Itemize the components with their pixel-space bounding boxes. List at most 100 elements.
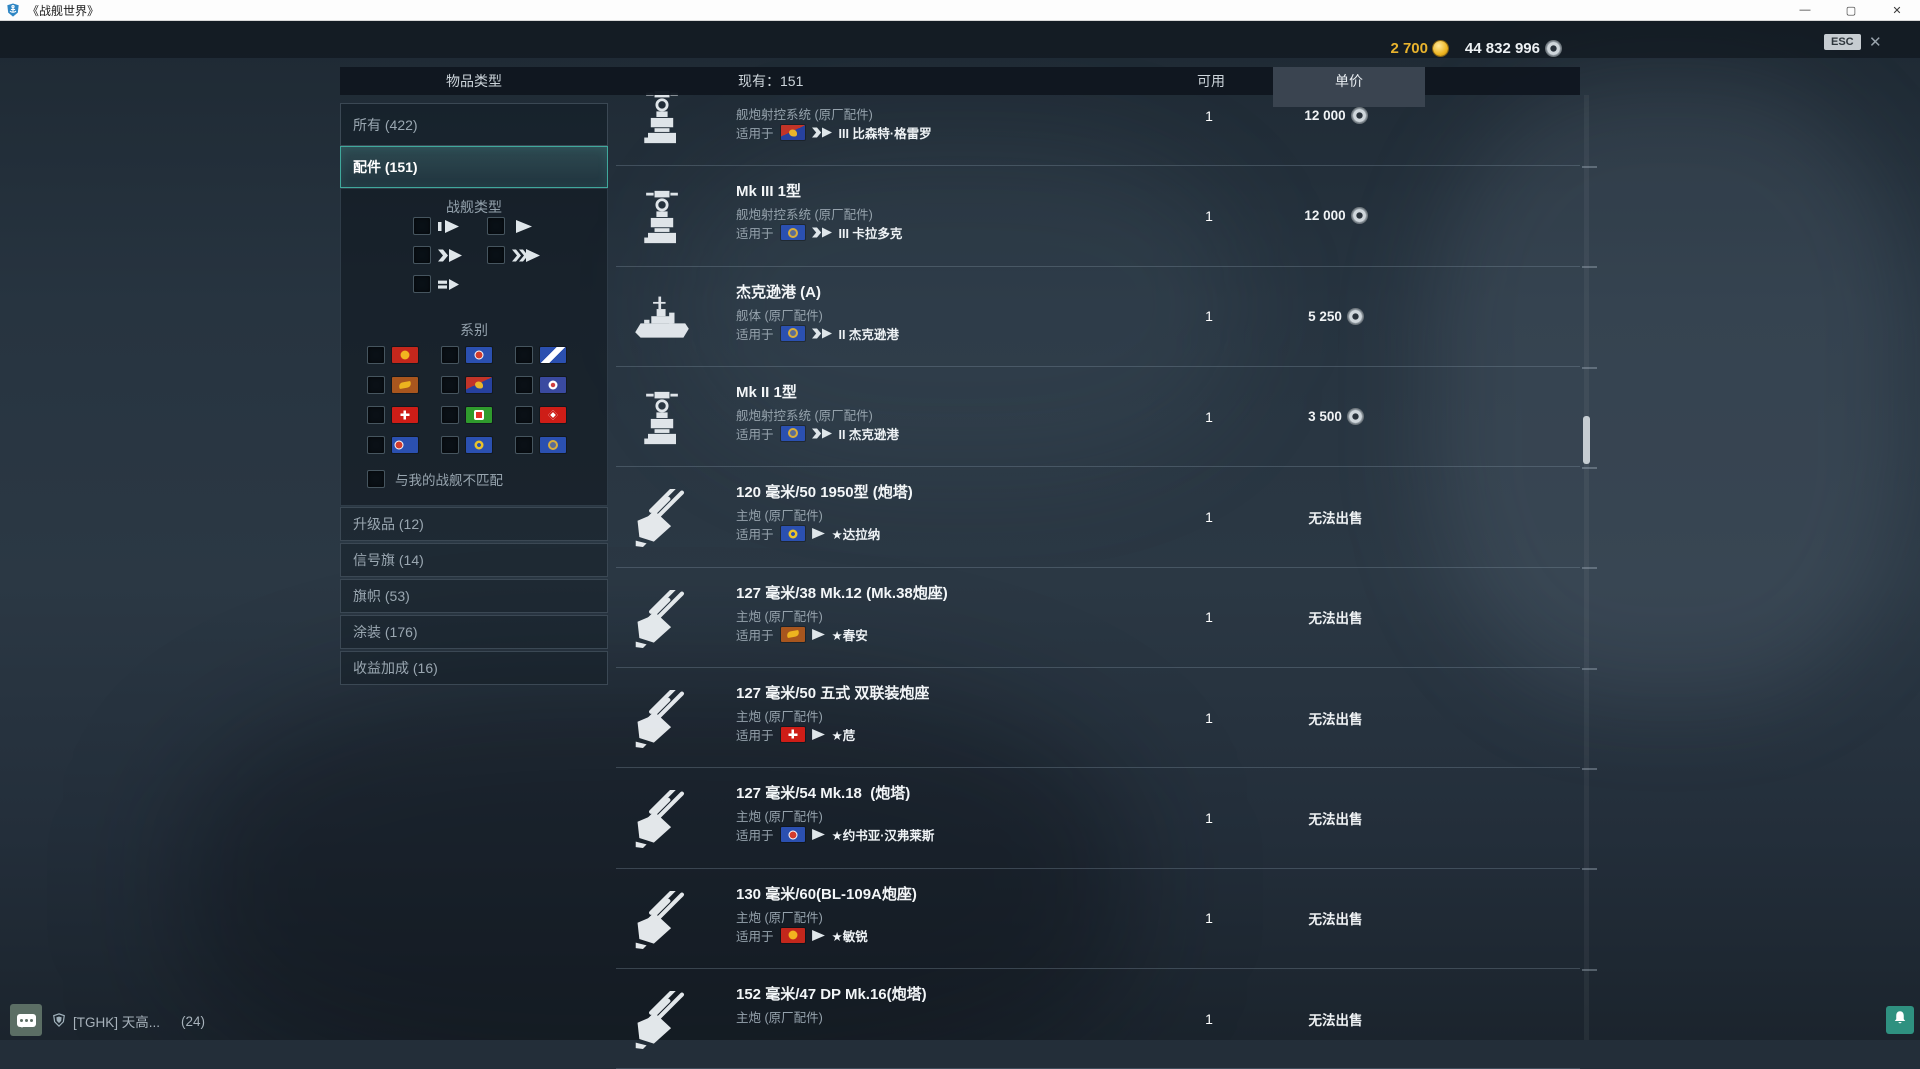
ship-name: II 杰克逊港 [838, 327, 899, 342]
item-quantity: 1 [1205, 408, 1213, 425]
checkbox[interactable] [413, 217, 431, 235]
destroyer-icon [512, 219, 534, 233]
sidebar-category[interactable]: 升级品 (12) [340, 507, 608, 541]
checkbox[interactable] [515, 376, 533, 394]
credits-coin-icon [1351, 108, 1367, 124]
nation-filter-netherlands[interactable] [367, 436, 441, 454]
inventory-row[interactable]: 127 毫米/50 五式 双联装炮座 主炮 (原厂配件) 适用于 ★苊 1 无法… [616, 668, 1580, 769]
checkbox[interactable] [441, 436, 459, 454]
checkbox[interactable] [367, 376, 385, 394]
ship-class-icon [811, 428, 832, 439]
scrollbar-track[interactable] [1584, 95, 1589, 1040]
usa-flag-icon [466, 347, 492, 363]
checkbox[interactable] [487, 217, 505, 235]
checkbox[interactable] [413, 246, 431, 264]
nation-filter-germany[interactable] [515, 406, 589, 424]
price-text: 12 000 [1304, 208, 1346, 224]
inventory-row[interactable]: Mk III 1型 舰炮射控系统 (原厂配件) 适用于 III 卡拉多克 1 1… [616, 166, 1580, 267]
checkbox[interactable] [515, 346, 533, 364]
checkbox[interactable] [367, 406, 385, 424]
nation-filter-europe[interactable] [441, 436, 515, 454]
column-unit-price-tab[interactable]: 单价 [1273, 67, 1425, 107]
checkbox[interactable] [367, 436, 385, 454]
checkbox[interactable] [367, 346, 385, 364]
nation-filter-grid [367, 346, 589, 454]
inventory-row[interactable]: Mk II 1型 舰炮射控系统 (原厂配件) 适用于 II 杰克逊港 1 3 5… [616, 367, 1580, 468]
maximize-button[interactable]: ▢ [1845, 4, 1857, 17]
nation-filter-pan-america[interactable] [441, 376, 515, 394]
online-count: (24) [181, 1013, 206, 1029]
nation-filter-uk[interactable] [515, 346, 589, 364]
sidebar-category[interactable]: 涂装 (176) [340, 615, 608, 649]
checkbox[interactable] [487, 246, 505, 264]
nation-filter-japan[interactable] [367, 406, 441, 424]
scrollbar-thumb[interactable] [1583, 416, 1590, 464]
inventory-row[interactable]: 127 毫米/38 Mk.12 (Mk.38炮座) 主炮 (原厂配件) 适用于 … [616, 568, 1580, 668]
sidebar-category[interactable]: 旗帜 (53) [340, 579, 608, 613]
shiptype-filter-destroyer[interactable] [487, 217, 534, 235]
item-description: 主炮 (原厂配件) [736, 810, 823, 825]
nation-filter-commonwealth[interactable] [515, 436, 589, 454]
pan-america-flag-icon [466, 377, 492, 393]
item-applies-line: 适用于 II 杰克逊港 [736, 424, 899, 443]
row-separator-tick [1582, 166, 1597, 168]
nation-filter-ussr[interactable] [367, 346, 441, 364]
nation-filter-pan-asia[interactable] [367, 376, 441, 394]
shiptype-filter-cruiser[interactable] [413, 246, 462, 264]
shiptype-filter-battleship[interactable] [487, 246, 540, 264]
item-price: 无法出售 [1268, 969, 1403, 1068]
nation-filter-france[interactable] [515, 376, 589, 394]
ship-name: ★苊 [831, 728, 856, 743]
esc-key-badge[interactable]: ESC [1824, 34, 1861, 50]
sidebar-category[interactable]: 收益加成 (16) [340, 651, 608, 685]
shiptype-filter-carrier[interactable] [413, 217, 460, 235]
item-applies-line: 适用于 ★达拉纳 [736, 524, 880, 543]
row-separator-tick [1582, 266, 1597, 269]
inventory-row[interactable]: 舰炮射控系统 (原厂配件) 适用于 III 比森特·格雷罗 1 12 000 [616, 66, 1580, 167]
item-applies-line: 适用于 ★约书亚·汉弗莱斯 [736, 825, 934, 844]
item-description: 主炮 (原厂配件) [736, 609, 823, 624]
chat-button[interactable] [10, 1004, 42, 1036]
item-price: 3 500 [1268, 367, 1403, 466]
inventory-row[interactable]: 127 毫米/54 Mk.18 (炮塔) 主炮 (原厂配件) 适用于 ★约书亚·… [616, 768, 1580, 869]
item-description: 主炮 (原厂配件) [736, 1010, 823, 1025]
nation-filter-italy[interactable] [441, 406, 515, 424]
japan-flag-icon [392, 407, 418, 423]
clan-status[interactable]: [TGHK] 天高... (24) [52, 1011, 205, 1031]
checkbox[interactable] [515, 406, 533, 424]
checkbox[interactable] [367, 470, 385, 488]
italy-flag-icon [466, 407, 492, 423]
checkbox[interactable] [441, 376, 459, 394]
minimize-button[interactable]: — [1799, 4, 1811, 16]
sidebar-item-all[interactable]: 所有 (422) [340, 103, 608, 146]
checkbox[interactable] [441, 406, 459, 424]
inventory-row[interactable]: 杰克逊港 (A) 舰体 (原厂配件) 适用于 II 杰克逊港 1 5 250 [616, 267, 1580, 367]
app-anchor-icon [6, 3, 20, 17]
netherlands-flag-icon [392, 437, 418, 453]
item-icon [630, 184, 694, 250]
mismatch-filter[interactable]: 与我的战舰不匹配 [367, 469, 503, 489]
credits-coin-icon [1546, 41, 1561, 56]
close-screen-icon[interactable]: ✕ [1869, 34, 1882, 51]
bell-icon [1891, 1009, 1909, 1032]
item-price: 无法出售 [1268, 467, 1403, 566]
sidebar-category[interactable]: 信号旗 (14) [340, 543, 608, 577]
item-price: 5 250 [1268, 267, 1403, 366]
sidebar-item-parts-selected[interactable]: 配件 (151) [340, 146, 608, 188]
close-button[interactable]: ✕ [1892, 4, 1902, 17]
column-available[interactable]: 可用 [1197, 73, 1225, 89]
nation-flag-icon [780, 225, 805, 241]
price-text: 无法出售 [1308, 711, 1363, 727]
inventory-row[interactable]: 152 毫米/47 DP Mk.16(炮塔) 主炮 (原厂配件) 1 无法出售 [616, 969, 1580, 1069]
nation-flag-icon [780, 425, 805, 441]
applies-to-label: 适用于 [736, 227, 774, 242]
inventory-row[interactable]: 130 毫米/60(BL-109A炮座) 主炮 (原厂配件) 适用于 ★敏锐 1… [616, 869, 1580, 969]
checkbox[interactable] [413, 275, 431, 293]
nation-filter-usa[interactable] [441, 346, 515, 364]
shiptype-filter-submarine[interactable] [413, 275, 460, 293]
notifications-button[interactable] [1886, 1006, 1914, 1034]
ship-name: II 杰克逊港 [838, 427, 899, 442]
checkbox[interactable] [441, 346, 459, 364]
inventory-row[interactable]: 120 毫米/50 1950型 (炮塔) 主炮 (原厂配件) 适用于 ★达拉纳 … [616, 467, 1580, 568]
checkbox[interactable] [515, 436, 533, 454]
